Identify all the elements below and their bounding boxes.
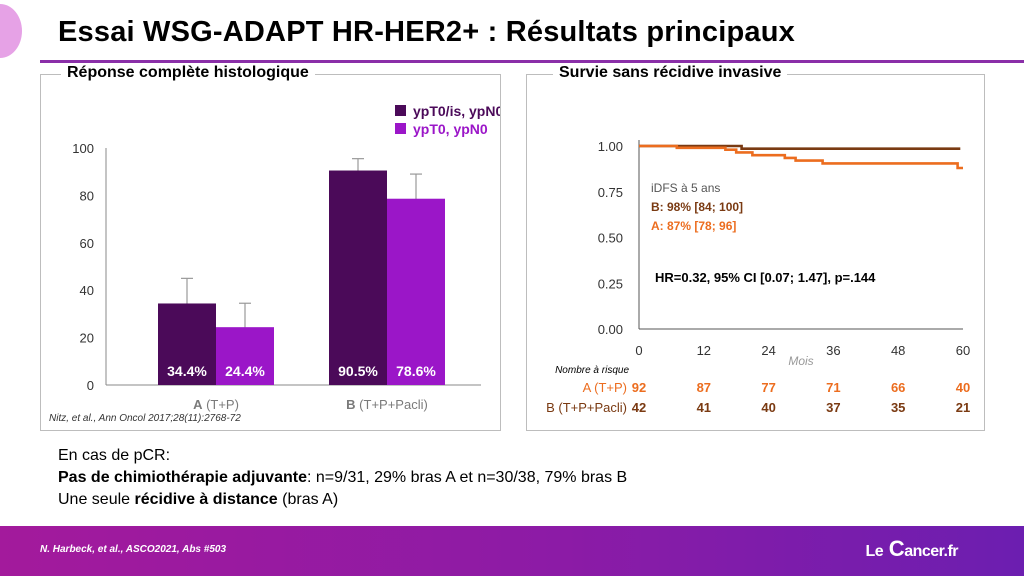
bar-data-label: 78.6% — [396, 363, 436, 379]
idfs-b: B: 98% [84; 100] — [651, 200, 743, 214]
risk-row-label: B (T+P+Pacli) — [546, 400, 627, 415]
km-x-tick-label: 0 — [635, 343, 642, 358]
bar-data-label: 90.5% — [338, 363, 378, 379]
idfs-chart-panel: Survie sans récidive invasive 0.00 0.25 0.… — [526, 64, 985, 431]
notes-line-2-rest: : n=9/31, 29% bras A et n=30/38, 79% bra… — [306, 469, 628, 486]
km-y-tick-label: 0.50 — [598, 231, 623, 246]
notes-line-2-bold: Pas de chimiothérapie adjuvante — [58, 469, 307, 486]
notes-line-3-pre: Une seule — [58, 491, 135, 508]
km-curve-A — [639, 144, 963, 170]
notes-line-2: Pas de chimiothérapie adjuvante: n=9/31,… — [58, 467, 627, 489]
legend-swatch — [395, 123, 406, 134]
risk-value: 37 — [826, 400, 840, 415]
bar-y-tick-label: 60 — [80, 236, 94, 251]
km-y-tick-label: 1.00 — [598, 139, 623, 154]
risk-value: 42 — [632, 400, 646, 415]
bar-ypt0-ypn0-1 — [387, 198, 445, 385]
decorative-circle — [0, 4, 22, 58]
risk-value: 40 — [956, 380, 970, 395]
bar-category-label: A (T+P) — [193, 397, 239, 412]
lecancer-logo[interactable]: Le Cancer.fr — [865, 536, 959, 561]
notes-line-3-post: (bras A) — [277, 491, 339, 508]
pcr-chart-panel: Réponse complète histologique 0 20 40 60 80 1… — [40, 64, 501, 431]
title-divider — [40, 60, 1024, 63]
risk-value: 66 — [891, 380, 905, 395]
bar-y-tick-label: 0 — [87, 378, 94, 393]
km-x-tick-label: 12 — [697, 343, 711, 358]
risk-value: 40 — [761, 400, 775, 415]
km-x-tick-label: 60 — [956, 343, 970, 358]
footer-bar: N. Harbeck, et al., ASCO2021, Abs #503 L… — [0, 526, 1024, 576]
notes-line-3-bold: récidive à distance — [134, 491, 278, 508]
legend-label: ypT0/is, ypN0 — [413, 103, 500, 119]
bar-y-tick-label: 80 — [80, 188, 94, 203]
footer-citation: N. Harbeck, et al., ASCO2021, Abs #503 — [40, 544, 227, 555]
risk-value: 21 — [956, 400, 970, 415]
km-x-axis-label: Mois — [788, 354, 813, 368]
km-y-tick-label: 0.75 — [598, 185, 623, 200]
legend-swatch — [395, 105, 406, 116]
bar-y-tick-label: 40 — [80, 283, 94, 298]
bar-data-label: 24.4% — [225, 363, 265, 379]
risk-row-label: A (T+P) — [583, 380, 627, 395]
pcr-chart-title: Réponse complète histologique — [61, 64, 315, 82]
bar-ypt0-is-ypn0-0 — [158, 303, 216, 385]
bar-ypt0-is-ypn0-1 — [329, 170, 387, 385]
risk-value: 41 — [697, 400, 711, 415]
bar-category-label: B (T+P+Pacli) — [346, 397, 428, 412]
idfs-chart-title: Survie sans récidive invasive — [553, 64, 788, 82]
notes-line-3: Une seule récidive à distance (bras A) — [58, 489, 627, 511]
bar-ypt0-ypn0-0 — [216, 327, 274, 385]
bar-y-tick-label: 100 — [72, 141, 94, 156]
risk-value: 77 — [761, 380, 775, 395]
risk-value: 35 — [891, 400, 905, 415]
km-x-tick-label: 48 — [891, 343, 905, 358]
risk-value: 87 — [697, 380, 711, 395]
risk-value: 71 — [826, 380, 840, 395]
idfs-label: iDFS à 5 ans — [651, 181, 720, 195]
km-x-tick-label: 24 — [761, 343, 775, 358]
hr-text: HR=0.32, 95% CI [0.07; 1.47], p=.144 — [655, 270, 876, 285]
bar-y-tick-label: 20 — [80, 331, 94, 346]
km-curve-B — [639, 144, 961, 150]
risk-value: 92 — [632, 380, 646, 395]
km-y-tick-label: 0.00 — [598, 322, 623, 337]
pcr-citation: Nitz, et al., Ann Oncol 2017;28(11):2768… — [49, 413, 241, 424]
legend-label: ypT0, ypN0 — [413, 121, 488, 137]
notes-line-1: En cas de pCR: — [58, 447, 171, 464]
bar-data-label: 34.4% — [167, 363, 207, 379]
km-y-tick-label: 0.25 — [598, 276, 623, 291]
idfs-a: A: 87% [78; 96] — [651, 219, 736, 233]
idfs-km-chart: 0.00 0.25 0.50 0.75 1.00 0 12 24 36 48 60 Mois iDFS … — [546, 139, 970, 415]
page-title: Essai WSG-ADAPT HR-HER2+ : Résultats pri… — [58, 16, 795, 48]
pcr-bar-chart: 0 20 40 60 80 100 34.4% 90.5% 24.4% 78.6% A (T+P) B… — [49, 103, 500, 424]
km-x-tick-label: 36 — [826, 343, 840, 358]
pcr-notes: En cas de pCR: Pas de chimiothérapie adj… — [58, 445, 627, 511]
number-at-risk-label: Nombre à risque — [555, 365, 629, 376]
